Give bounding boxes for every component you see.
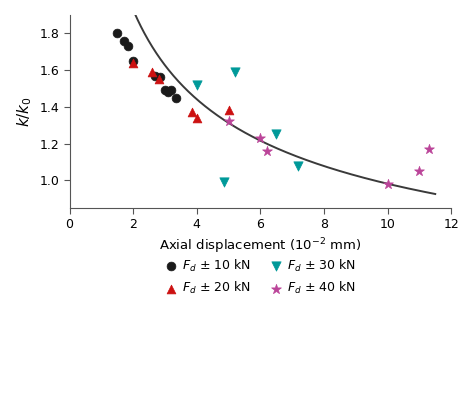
$F_d$ ± 30 kN bbox=[220, 179, 228, 185]
$F_d$ ± 40 kN bbox=[416, 168, 423, 174]
$F_d$ ± 10 kN bbox=[125, 43, 132, 50]
$F_d$ ± 10 kN bbox=[120, 38, 128, 44]
$F_d$ ± 40 kN bbox=[256, 135, 264, 141]
X-axis label: Axial displacement (10$^{-2}$ mm): Axial displacement (10$^{-2}$ mm) bbox=[159, 237, 362, 256]
$F_d$ ± 40 kN bbox=[384, 181, 392, 187]
$F_d$ ± 10 kN bbox=[156, 74, 164, 81]
$F_d$ ± 30 kN bbox=[193, 82, 201, 88]
$F_d$ ± 40 kN bbox=[225, 118, 232, 125]
$F_d$ ± 10 kN bbox=[113, 30, 121, 37]
$F_d$ ± 20 kN bbox=[225, 107, 232, 114]
$F_d$ ± 40 kN bbox=[425, 146, 433, 152]
Y-axis label: $k/k_0$: $k/k_0$ bbox=[15, 96, 34, 127]
$F_d$ ± 20 kN bbox=[129, 60, 137, 66]
$F_d$ ± 10 kN bbox=[164, 89, 172, 95]
$F_d$ ± 10 kN bbox=[129, 58, 137, 64]
$F_d$ ± 10 kN bbox=[161, 87, 169, 94]
$F_d$ ± 10 kN bbox=[152, 72, 159, 79]
$F_d$ ± 30 kN bbox=[273, 131, 280, 138]
$F_d$ ± 20 kN bbox=[193, 115, 201, 121]
$F_d$ ± 10 kN bbox=[172, 94, 180, 101]
Legend: $F_d$ ± 10 kN, $F_d$ ± 20 kN, $F_d$ ± 30 kN, $F_d$ ± 40 kN: $F_d$ ± 10 kN, $F_d$ ± 20 kN, $F_d$ ± 30… bbox=[160, 253, 361, 301]
$F_d$ ± 30 kN bbox=[295, 162, 302, 169]
$F_d$ ± 10 kN bbox=[167, 87, 175, 94]
$F_d$ ± 40 kN bbox=[263, 148, 271, 154]
$F_d$ ± 30 kN bbox=[231, 69, 239, 75]
$F_d$ ± 20 kN bbox=[155, 76, 163, 83]
$F_d$ ± 20 kN bbox=[188, 109, 196, 116]
$F_d$ ± 20 kN bbox=[148, 69, 156, 75]
